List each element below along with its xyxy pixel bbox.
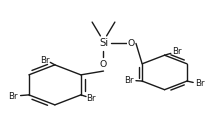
Text: O: O bbox=[99, 60, 107, 69]
Text: Br: Br bbox=[124, 76, 133, 85]
Text: Br: Br bbox=[86, 94, 96, 103]
Text: Br: Br bbox=[171, 47, 180, 56]
Text: Br: Br bbox=[194, 79, 203, 88]
Text: O: O bbox=[127, 39, 135, 48]
Text: Br: Br bbox=[8, 92, 18, 101]
Text: Br: Br bbox=[40, 55, 49, 65]
Text: Si: Si bbox=[98, 39, 108, 48]
